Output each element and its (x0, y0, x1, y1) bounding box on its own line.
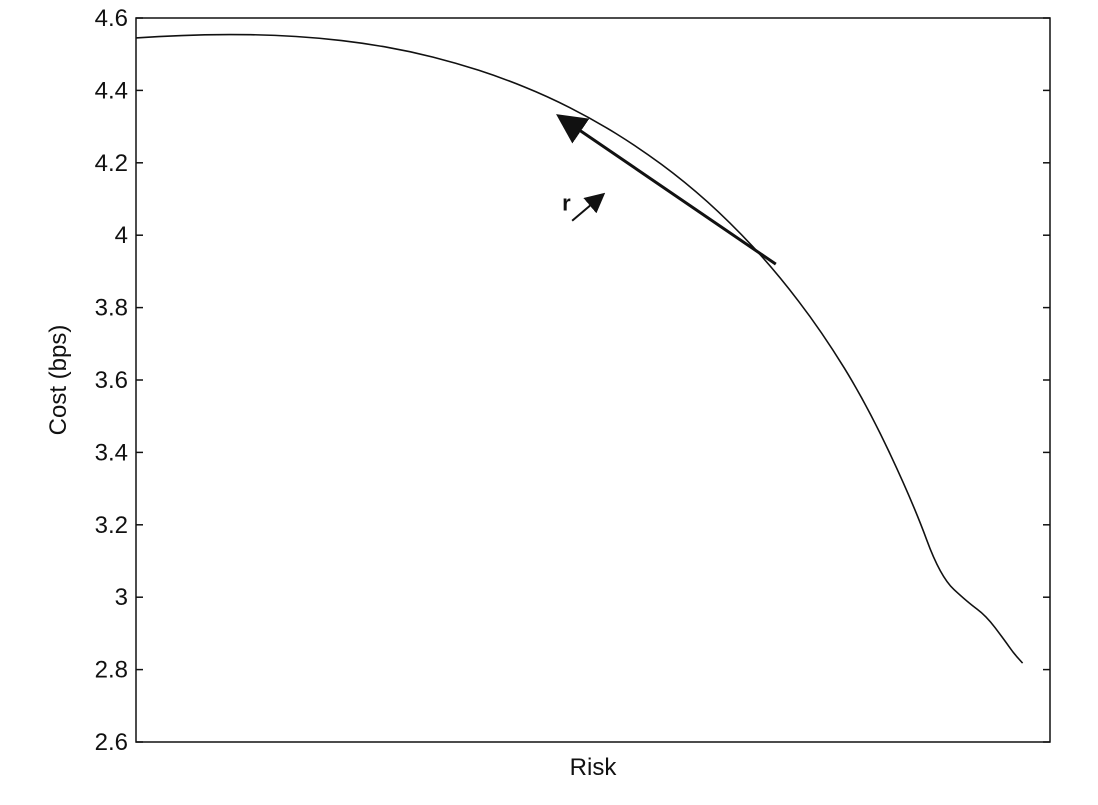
y-tick-label: 4.2 (95, 150, 128, 177)
x-axis-label: Risk (570, 754, 618, 781)
y-tick-label: 4.6 (95, 5, 128, 32)
y-tick-label: 4 (115, 222, 128, 249)
annotations-group: r (556, 114, 777, 266)
annotation-label: r (562, 191, 571, 216)
y-tick-label: 3.4 (95, 439, 128, 466)
plot-frame (135, 17, 1051, 743)
annotation-arrow (556, 114, 777, 266)
y-tick-label: 2.6 (95, 729, 128, 756)
series-line (135, 33, 1024, 664)
y-axis-label: Cost (bps) (45, 325, 72, 436)
series-group (135, 33, 1024, 664)
y-tick-label: 3.6 (95, 367, 128, 394)
y-tick-label: 2.8 (95, 657, 128, 684)
y-tick-label: 3.8 (95, 295, 128, 322)
annotation-small-arrow (571, 192, 606, 222)
y-tick-label: 3 (115, 584, 128, 611)
y-tick-label: 3.2 (95, 512, 128, 539)
y-tick-label: 4.4 (95, 77, 128, 104)
y-axis: 2.6 2.8 3 3.2 3.4 3.6 3.8 4 4.2 4.4 4.6 (95, 5, 1050, 756)
